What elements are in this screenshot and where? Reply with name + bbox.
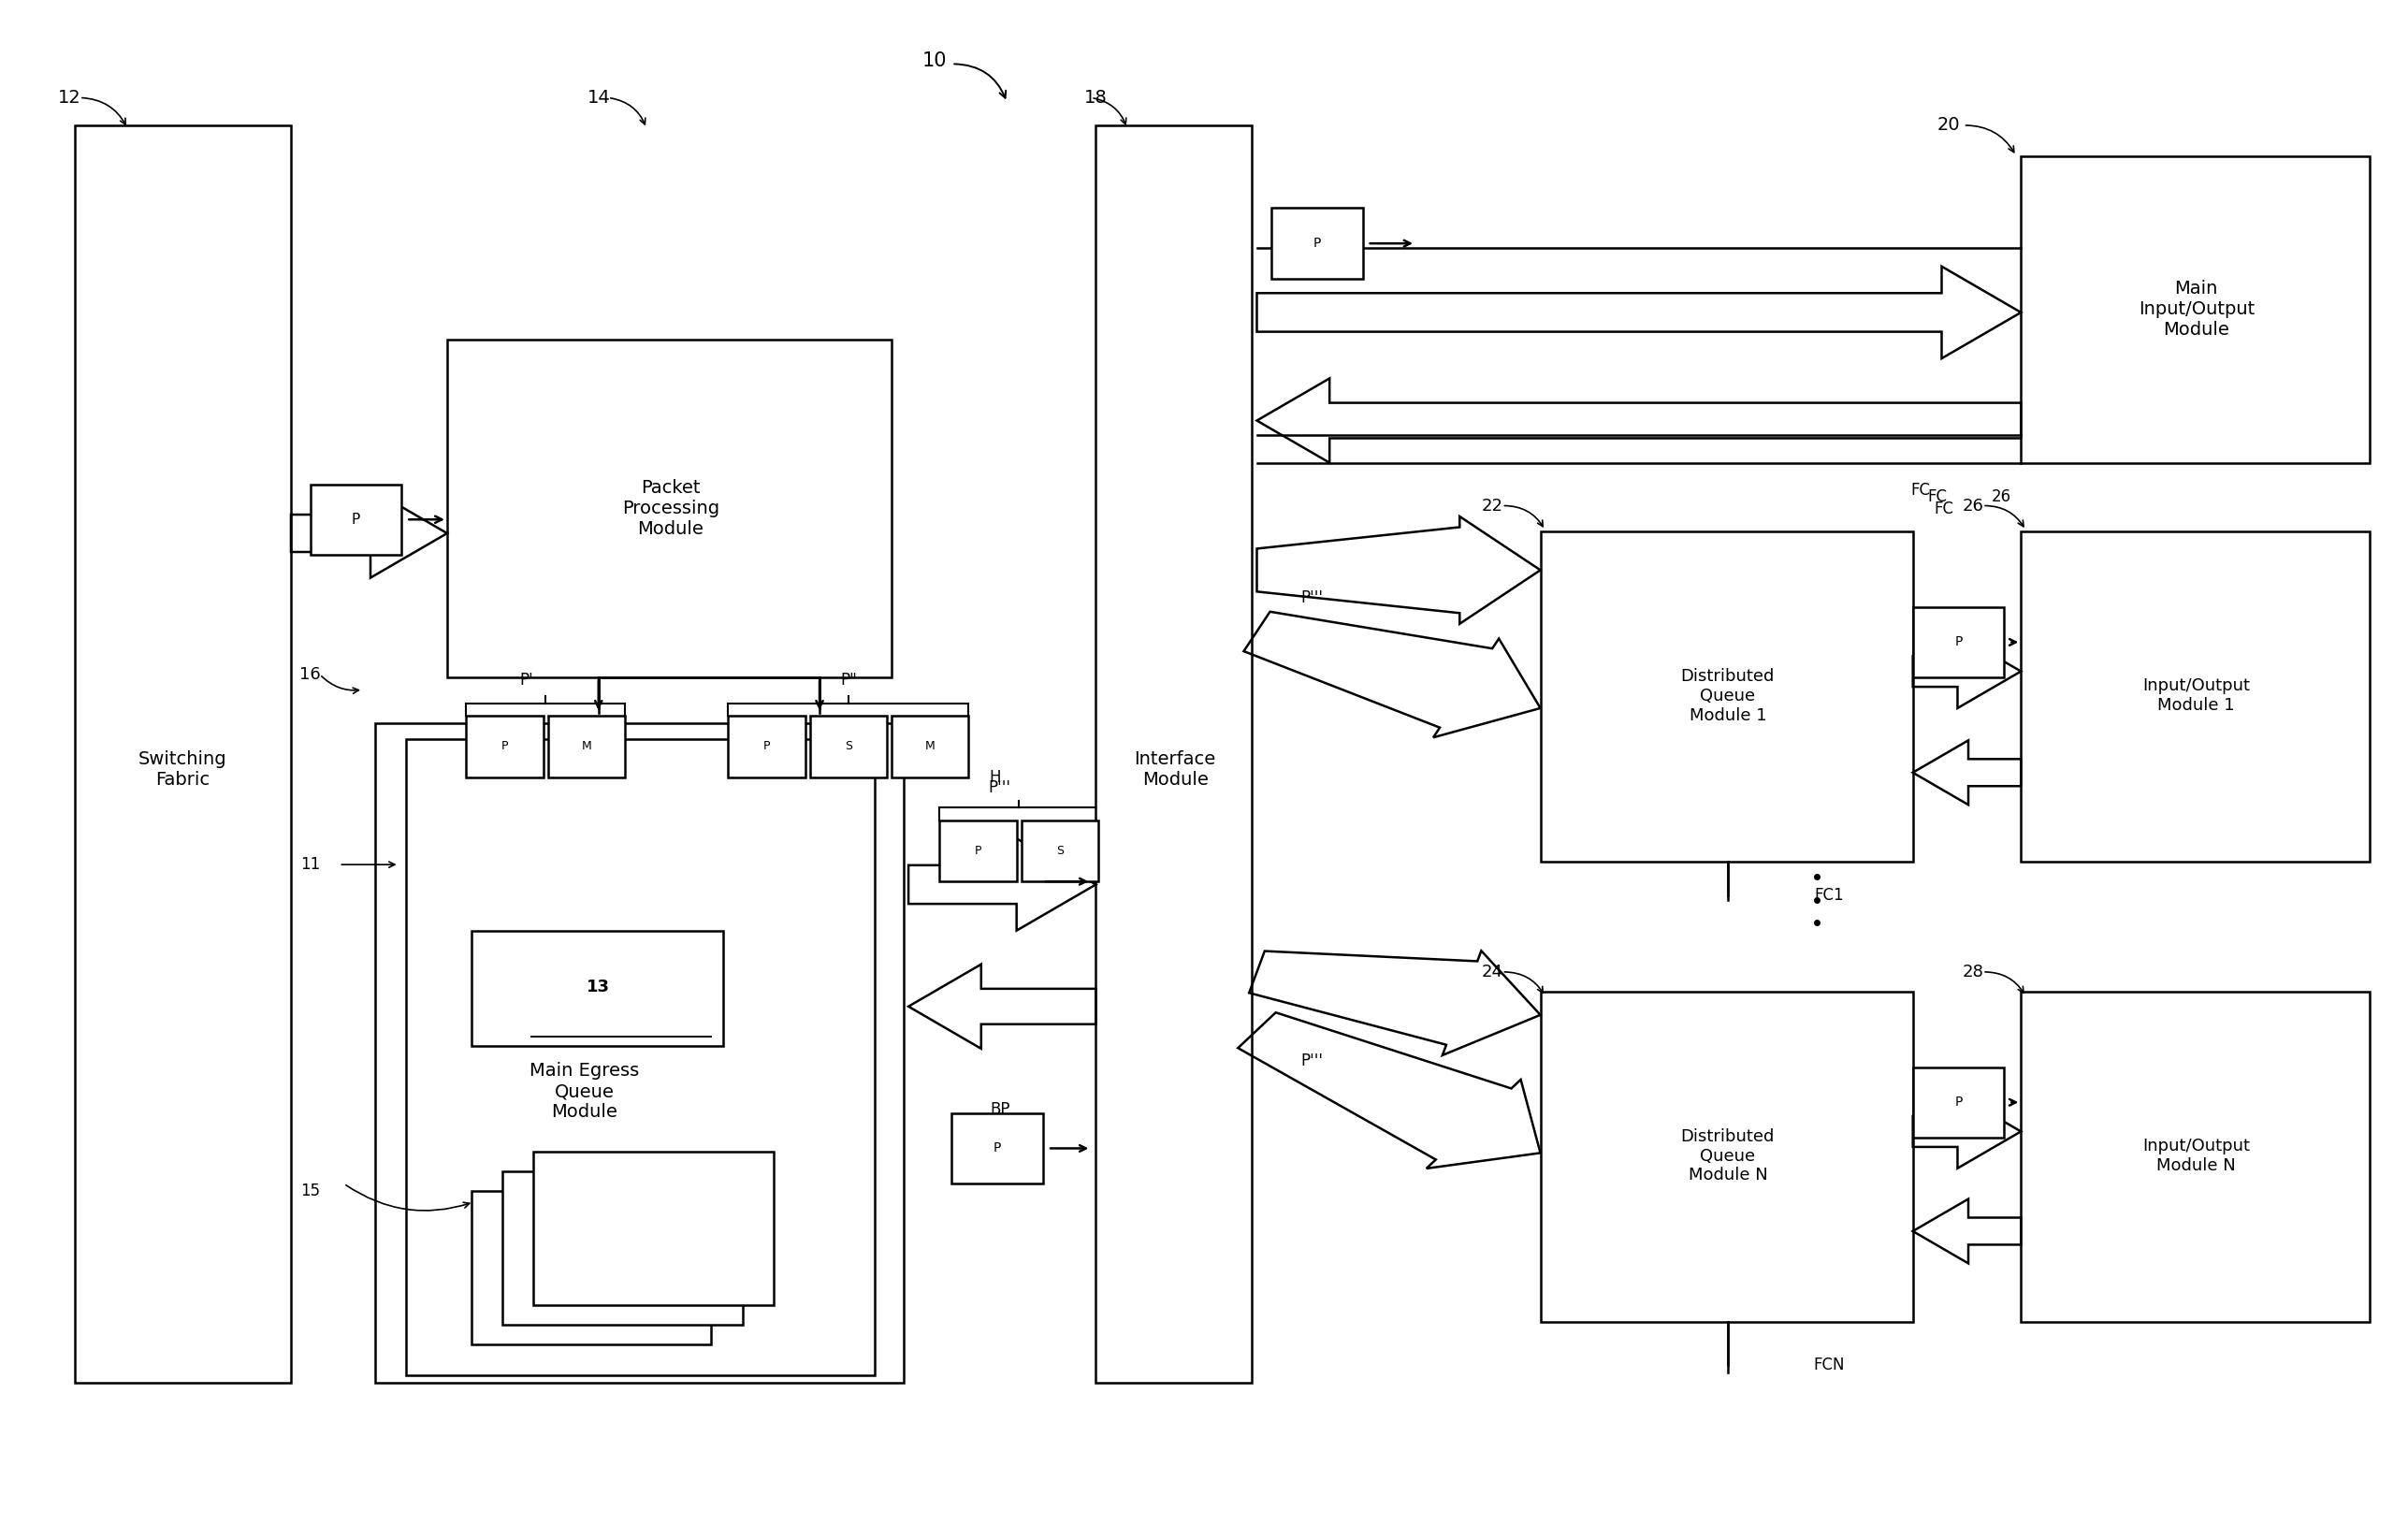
- Text: Packet
Processing
Module: Packet Processing Module: [621, 479, 720, 539]
- Text: 26: 26: [1963, 497, 1984, 514]
- Bar: [311, 485, 402, 554]
- Text: BP: BP: [990, 1102, 1009, 1119]
- Text: S: S: [845, 740, 852, 753]
- Bar: [376, 723, 903, 1384]
- Text: M: M: [925, 740, 934, 753]
- Bar: [467, 716, 544, 777]
- Text: FC1: FC1: [1813, 886, 1845, 903]
- Text: P": P": [840, 673, 857, 689]
- Bar: [75, 125, 291, 1384]
- Text: P: P: [352, 512, 361, 526]
- Text: P: P: [1955, 1096, 1963, 1110]
- Bar: [2020, 532, 2369, 862]
- Text: 18: 18: [1084, 89, 1108, 106]
- Bar: [1541, 993, 1912, 1322]
- Text: P: P: [763, 740, 771, 753]
- Bar: [1021, 820, 1098, 882]
- Bar: [939, 820, 1016, 882]
- Text: FC: FC: [1934, 500, 1953, 517]
- Bar: [2020, 155, 2369, 463]
- Text: Input/Output
Module N: Input/Output Module N: [2143, 1137, 2249, 1174]
- Bar: [472, 931, 722, 1045]
- Text: P': P': [520, 673, 532, 689]
- Text: 26: 26: [1991, 488, 2011, 505]
- Text: 24: 24: [1481, 963, 1503, 980]
- Bar: [549, 716, 626, 777]
- Text: P''': P''': [1300, 1053, 1324, 1070]
- Text: Distributed
Queue
Module N: Distributed Queue Module N: [1681, 1128, 1775, 1183]
- Text: 22: 22: [1481, 497, 1503, 514]
- Text: Distributed
Queue
Module 1: Distributed Queue Module 1: [1681, 668, 1775, 723]
- Text: P: P: [1312, 237, 1322, 249]
- Bar: [1541, 532, 1912, 862]
- Bar: [448, 340, 891, 677]
- Bar: [891, 716, 968, 777]
- Text: 14: 14: [588, 89, 609, 106]
- Text: P: P: [995, 1142, 1002, 1154]
- Text: Switching
Fabric: Switching Fabric: [140, 751, 226, 788]
- Text: P''': P''': [990, 779, 1011, 796]
- Bar: [503, 1171, 742, 1325]
- Bar: [472, 1191, 710, 1345]
- Text: Input/Output
Module 1: Input/Output Module 1: [2143, 677, 2249, 714]
- Text: 15: 15: [301, 1183, 320, 1200]
- Bar: [727, 716, 804, 777]
- Bar: [1271, 208, 1363, 279]
- Text: Main
Input/Output
Module: Main Input/Output Module: [2138, 280, 2254, 339]
- Bar: [1912, 1067, 2003, 1137]
- Text: Main Egress
Queue
Module: Main Egress Queue Module: [530, 1062, 638, 1120]
- Bar: [2020, 993, 2369, 1322]
- Text: P''': P''': [1300, 589, 1324, 606]
- Text: Interface
Module: Interface Module: [1134, 751, 1216, 788]
- Bar: [809, 716, 886, 777]
- Text: 28: 28: [1963, 963, 1984, 980]
- Bar: [1912, 606, 2003, 677]
- Text: P: P: [975, 845, 982, 857]
- Text: 10: 10: [922, 51, 946, 71]
- Text: 11: 11: [301, 856, 320, 873]
- Bar: [407, 739, 874, 1376]
- Text: 12: 12: [58, 89, 82, 106]
- Text: H: H: [990, 770, 1002, 785]
- Text: S: S: [1057, 845, 1064, 857]
- Text: P: P: [1955, 636, 1963, 649]
- Text: FC: FC: [1926, 488, 1946, 505]
- Bar: [1096, 125, 1252, 1384]
- Text: 20: 20: [1938, 117, 1960, 134]
- Bar: [951, 1113, 1043, 1183]
- Text: FCN: FCN: [1813, 1356, 1845, 1373]
- Text: FC: FC: [1910, 482, 1929, 499]
- Text: M: M: [580, 740, 592, 753]
- Text: P: P: [501, 740, 508, 753]
- Text: 16: 16: [299, 666, 320, 683]
- Text: 13: 13: [588, 979, 609, 996]
- Bar: [535, 1151, 773, 1305]
